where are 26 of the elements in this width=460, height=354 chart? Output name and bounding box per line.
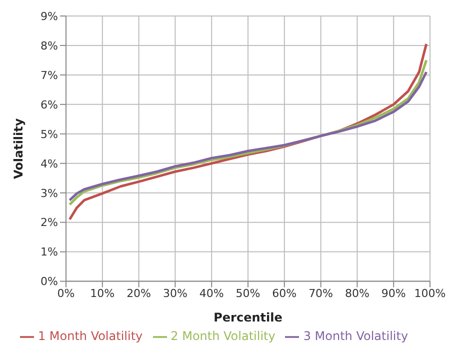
x-tick-label: 60% bbox=[272, 287, 297, 300]
legend-label: 3 Month Volatility bbox=[303, 329, 408, 344]
x-tick-label: 90% bbox=[381, 287, 406, 300]
x-axis-title: Percentile bbox=[214, 310, 282, 324]
y-tick-label: 2% bbox=[40, 216, 58, 230]
legend-label: 2 Month Volatility bbox=[170, 329, 276, 344]
y-tick-label: 0% bbox=[40, 275, 58, 288]
x-tick-label: 80% bbox=[344, 287, 370, 300]
y-tick-label: 9% bbox=[40, 10, 58, 23]
legend-label: 1 Month Volatility bbox=[38, 329, 143, 344]
x-tick-label: 20% bbox=[126, 287, 152, 300]
y-tick-label: 7% bbox=[40, 68, 58, 82]
y-tick-label: 1% bbox=[40, 246, 58, 259]
y-axis-title: Volatility bbox=[11, 118, 26, 180]
x-tick-label: 50% bbox=[236, 287, 260, 300]
x-tick-label: 30% bbox=[162, 287, 188, 300]
x-tick-label: 40% bbox=[199, 287, 224, 300]
x-tick-label: 10% bbox=[90, 287, 115, 300]
y-tick-label: 5% bbox=[40, 128, 58, 141]
x-tick-label: 100% bbox=[414, 287, 446, 300]
y-tick-label: 4% bbox=[40, 157, 58, 170]
x-tick-label: 0% bbox=[57, 287, 75, 300]
y-tick-label: 3% bbox=[40, 186, 58, 200]
y-tick-label: 8% bbox=[40, 39, 58, 52]
x-tick-label: 70% bbox=[308, 287, 334, 300]
y-tick-label: 6% bbox=[40, 98, 58, 112]
